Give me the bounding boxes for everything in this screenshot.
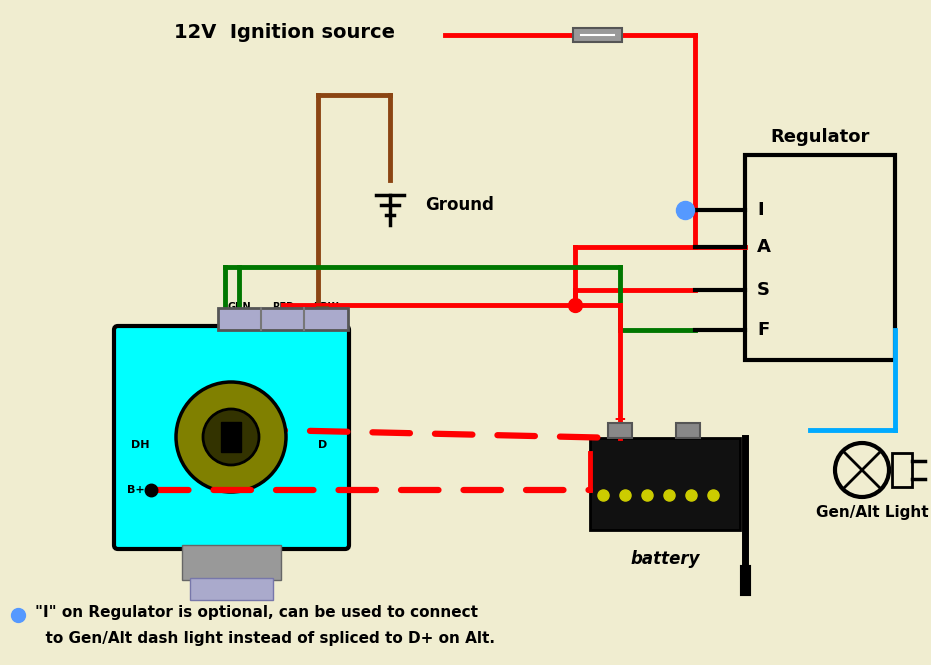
Bar — [218, 308, 348, 330]
Text: GRN: GRN — [227, 302, 250, 312]
Text: BRW: BRW — [313, 302, 339, 312]
Bar — [182, 545, 281, 580]
Text: D: D — [318, 440, 328, 450]
Text: +: + — [614, 412, 627, 428]
Text: RFD: RFD — [272, 302, 294, 312]
Text: DH: DH — [130, 440, 149, 450]
Circle shape — [176, 382, 286, 492]
Circle shape — [835, 443, 889, 497]
Text: Gen/Alt Light: Gen/Alt Light — [816, 505, 928, 520]
Bar — [590, 438, 740, 530]
Circle shape — [203, 409, 259, 465]
Bar — [608, 423, 632, 438]
Bar — [573, 28, 622, 42]
Text: Regulator: Regulator — [770, 128, 870, 146]
Text: F: F — [757, 321, 769, 339]
Bar — [892, 453, 912, 487]
Text: to Gen/Alt dash light instead of spliced to D+ on Alt.: to Gen/Alt dash light instead of spliced… — [35, 630, 495, 646]
FancyBboxPatch shape — [114, 326, 349, 549]
Bar — [190, 578, 274, 600]
Text: S: S — [757, 281, 770, 299]
Text: 12V  Ignition source: 12V Ignition source — [174, 23, 396, 41]
Text: A: A — [757, 238, 771, 256]
Text: Ground: Ground — [425, 196, 493, 214]
Bar — [221, 422, 241, 452]
Text: "I" on Regulator is optional, can be used to connect: "I" on Regulator is optional, can be use… — [35, 604, 478, 620]
Text: I: I — [757, 201, 763, 219]
Bar — [745, 155, 895, 360]
Text: battery: battery — [630, 550, 700, 568]
Bar — [676, 423, 699, 438]
Text: D+: D+ — [236, 383, 254, 393]
Text: B+: B+ — [128, 485, 145, 495]
